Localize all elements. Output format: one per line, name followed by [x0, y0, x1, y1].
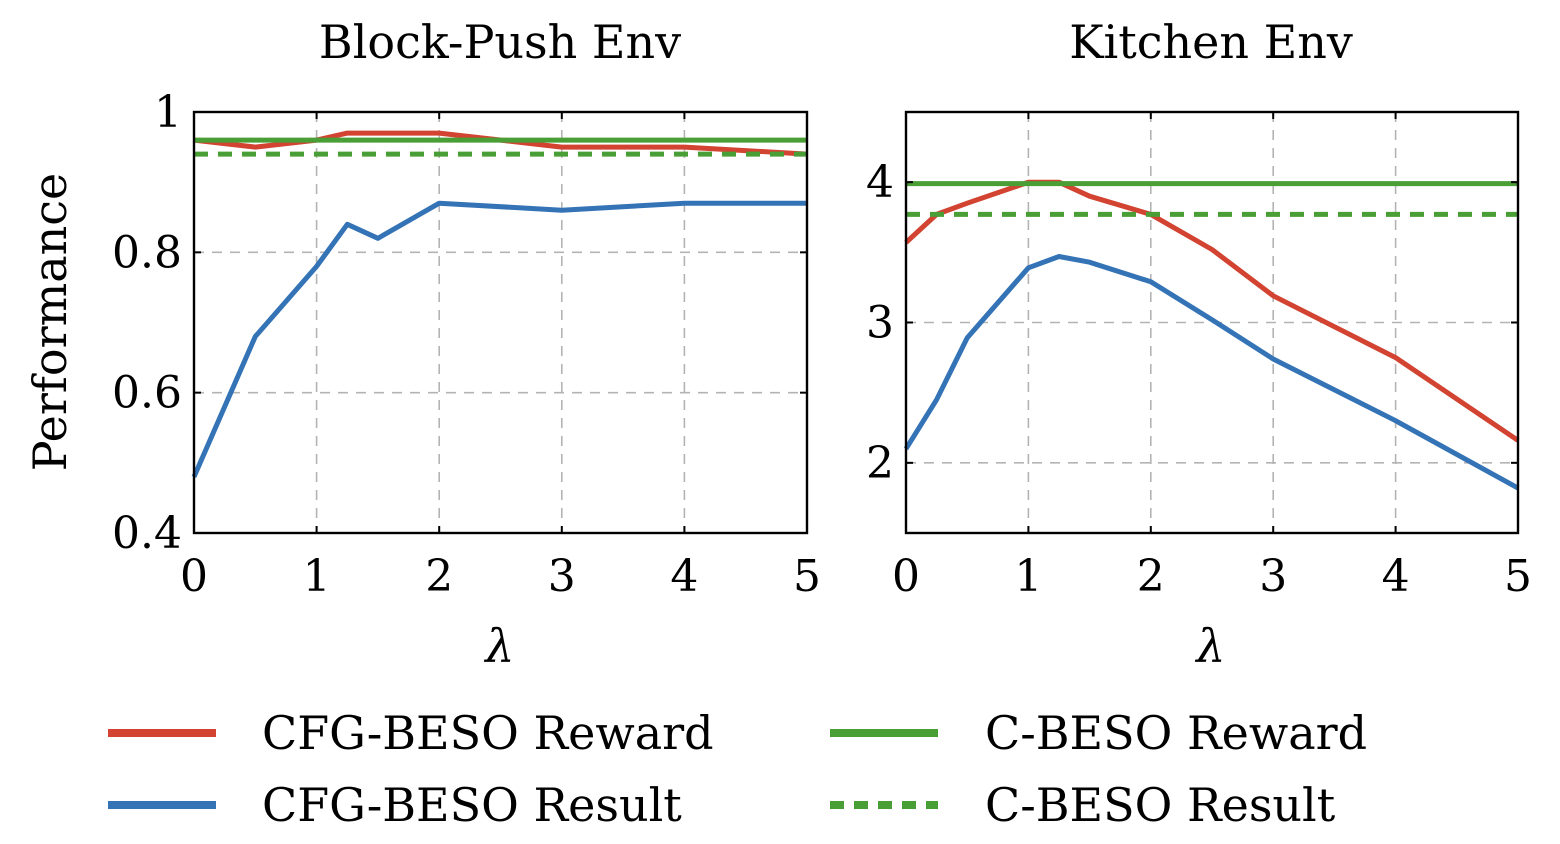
y-tick-label-2: 0.8 [112, 227, 182, 278]
x-tick-label-2: 2 [425, 551, 453, 602]
series-kitchen [903, 179, 1520, 491]
x-tick-label-4: 4 [1382, 551, 1410, 602]
y-tick-label-0: 2 [866, 438, 894, 489]
series-line-cfg-beso-reward [904, 179, 1520, 443]
x-tick-label-0: 0 [892, 551, 920, 602]
legend-item-c-reward: C-BESO Reward [830, 706, 1367, 760]
ticks-kitchen: 0 1 2 3 4 5 2 3 4 [866, 112, 1532, 602]
legend: CFG-BESO Reward C-BESO Reward CFG-BESO R… [108, 706, 1367, 832]
grid-block-push [194, 112, 807, 533]
panel-title-block-push: Block-Push Env [319, 15, 681, 69]
x-tick-label-2: 2 [1137, 551, 1165, 602]
x-axis-label-block-push: λ [483, 619, 514, 673]
series-block-push [191, 130, 808, 478]
x-axis-label-kitchen: λ [1194, 619, 1225, 673]
y-tick-label-1: 0.6 [112, 368, 182, 419]
x-tick-label-1: 1 [303, 551, 331, 602]
legend-label-c-reward: C-BESO Reward [985, 706, 1367, 760]
y-tick-label-3: 1 [154, 87, 182, 138]
x-tick-label-3: 3 [548, 551, 576, 602]
plot-frame-block-push [192, 110, 809, 535]
legend-label-c-result: C-BESO Result [985, 778, 1336, 832]
legend-label-cfg-result: CFG-BESO Result [262, 778, 682, 832]
legend-item-cfg-result: CFG-BESO Result [108, 778, 682, 832]
x-tick-label-1: 1 [1014, 551, 1042, 602]
legend-item-c-result: C-BESO Result [830, 778, 1336, 832]
x-tick-label-5: 5 [1504, 551, 1532, 602]
x-tick-label-4: 4 [670, 551, 698, 602]
series-line-cfg-beso-reward [193, 130, 808, 157]
panel-block-push: Block-Push Env Performance λ 0 1 2 3 4 5 0.4 0.… [23, 15, 821, 673]
x-tick-label-5: 5 [793, 551, 821, 602]
legend-item-cfg-reward: CFG-BESO Reward [108, 706, 714, 760]
y-tick-label-0: 0.4 [112, 508, 182, 559]
series-line-cfg-beso-result [903, 254, 1520, 491]
legend-label-cfg-reward: CFG-BESO Reward [262, 706, 714, 760]
panel-title-kitchen: Kitchen Env [1069, 15, 1353, 69]
y-tick-label-2: 4 [866, 157, 894, 208]
y-tick-label-1: 3 [866, 298, 894, 349]
x-tick-label-3: 3 [1259, 551, 1287, 602]
ticks-block-push: 0 1 2 3 4 5 0.4 0.6 0.8 1 [112, 87, 821, 602]
y-axis-label: Performance [23, 173, 77, 471]
panel-kitchen: Kitchen Env λ 0 1 2 3 4 5 2 3 4 [866, 15, 1532, 673]
series-line-cfg-beso-result [191, 200, 807, 478]
x-tick-label-0: 0 [180, 551, 208, 602]
